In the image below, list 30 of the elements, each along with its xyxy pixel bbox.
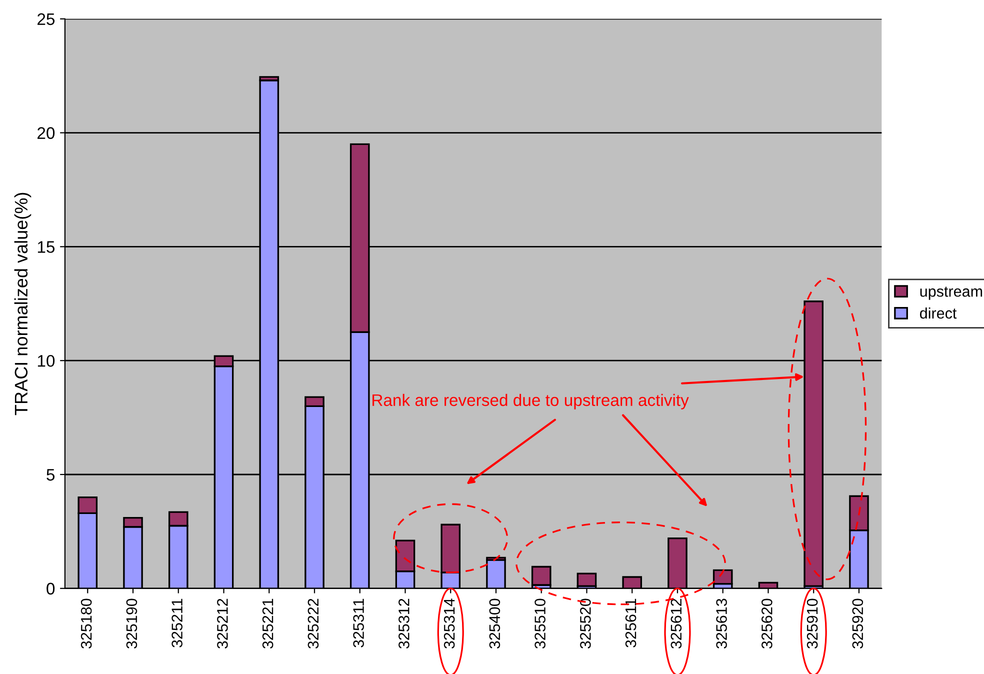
x-tick-label: 325190 [126,598,138,649]
x-tick-label: 325212 [217,598,228,649]
x-tick-label: 325314 [444,598,455,649]
y-tick-label: 5 [46,469,55,481]
legend-label: upstream [920,286,982,300]
x-tick-label: 325221 [262,598,274,649]
y-tick-label: 25 [38,13,55,26]
x-tick-label: 325520 [580,598,591,649]
x-tick-label: 325510 [534,598,546,649]
y-tick-label: 15 [38,241,55,253]
x-tick-label: 325180 [80,598,92,649]
x-tick-label: 325400 [489,598,500,649]
x-tick-label: 325920 [852,598,864,649]
x-tick-label: 325222 [308,598,319,649]
y-tick-label: 20 [38,127,55,139]
x-tick-label: 325613 [716,598,727,649]
y-tick-label: 0 [46,582,55,595]
x-tick-label: 325910 [806,598,818,649]
y-tick-label: 10 [38,354,55,367]
bar [712,569,733,585]
x-tick-label: 325620 [762,598,772,649]
x-tick-label: 325611 [625,598,636,648]
bar [531,566,552,586]
x-tick-label: 325311 [353,598,364,648]
x-tick-label: 325211 [172,598,182,648]
legend-label: direct [920,307,957,319]
y-axis-title: TRACI normalized value(%) [14,192,32,416]
x-tick-label: 325312 [398,598,410,649]
annotation: Rank are reversed due to upstream activity [372,394,689,410]
x-tick-label: 325612 [670,598,682,649]
